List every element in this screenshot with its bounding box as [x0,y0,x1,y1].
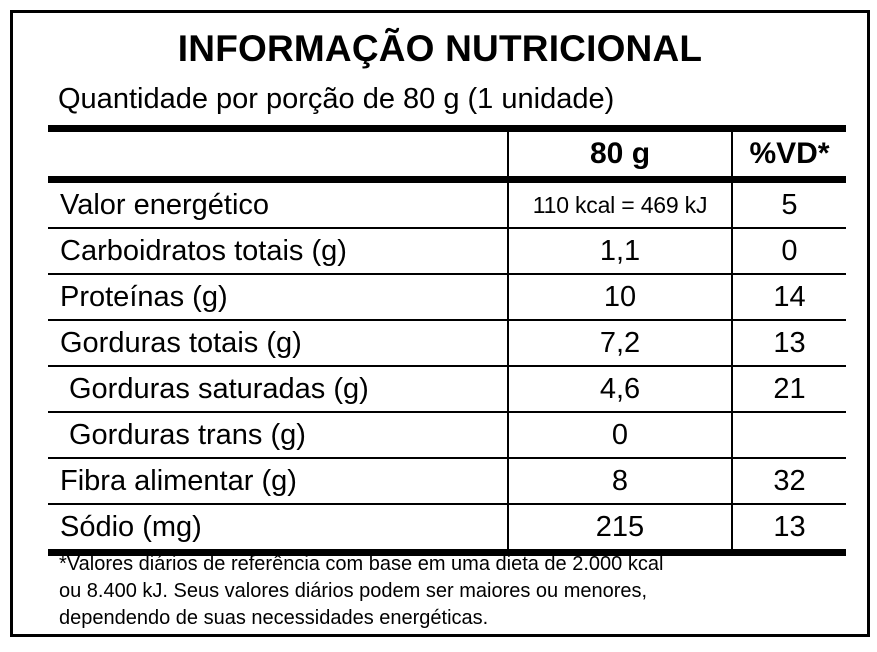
row-nutrient-name: Valor energético [48,176,509,229]
row-daily-value [731,411,846,459]
row-daily-value: 32 [731,457,846,505]
row-amount: 7,2 [507,319,733,367]
row-amount: 0 [507,411,733,459]
label-title: INFORMAÇÃO NUTRICIONAL [177,28,703,69]
row-nutrient-name: Carboidratos totais (g) [48,227,509,275]
header-daily-value: %VD* [731,125,846,181]
table-header-row: 80 g %VD* [48,125,846,181]
row-nutrient-name: Fibra alimentar (g) [48,457,509,505]
row-nutrient-name: Gorduras trans (g) [48,411,509,459]
table-row: Gorduras trans (g) 0 [48,411,846,459]
table-row: Gorduras totais (g) 7,2 13 [48,319,846,367]
table-row: Sódio (mg) 215 13 [48,503,846,556]
nutrition-facts-label: INFORMAÇÃO NUTRICIONAL Quantidade por po… [10,10,870,637]
row-amount: 110 kcal = 469 kJ [507,176,733,229]
row-daily-value: 21 [731,365,846,413]
header-nutrient [48,125,509,181]
table-row: Gorduras saturadas (g) 4,6 21 [48,365,846,413]
footnote-line: ou 8.400 kJ. Seus valores diários podem … [59,580,648,602]
row-daily-value: 13 [731,503,846,556]
serving-size: Quantidade por porção de 80 g (1 unidade… [58,83,615,115]
header-amount: 80 g [507,125,733,181]
row-daily-value: 5 [731,176,846,229]
row-amount: 215 [507,503,733,556]
row-nutrient-name: Sódio (mg) [48,503,509,556]
row-daily-value: 13 [731,319,846,367]
row-amount: 10 [507,273,733,321]
row-daily-value: 0 [731,227,846,275]
table-row: Proteínas (g) 10 14 [48,273,846,321]
row-nutrient-name: Gorduras totais (g) [48,319,509,367]
footnote-line: *Valores diários de referência com base … [59,553,664,575]
footnote-line: dependendo de suas necessidades energéti… [59,607,489,629]
table-row: Valor energético 110 kcal = 469 kJ 5 [48,176,846,229]
row-daily-value: 14 [731,273,846,321]
row-nutrient-name: Gorduras saturadas (g) [48,365,509,413]
table-row: Carboidratos totais (g) 1,1 0 [48,227,846,275]
row-amount: 4,6 [507,365,733,413]
row-amount: 1,1 [507,227,733,275]
table-row: Fibra alimentar (g) 8 32 [48,457,846,505]
row-nutrient-name: Proteínas (g) [48,273,509,321]
row-amount: 8 [507,457,733,505]
nutrition-table: 80 g %VD* Valor energético 110 kcal = 46… [48,125,846,556]
daily-value-footnote: *Valores diários de referência com base … [59,551,839,632]
